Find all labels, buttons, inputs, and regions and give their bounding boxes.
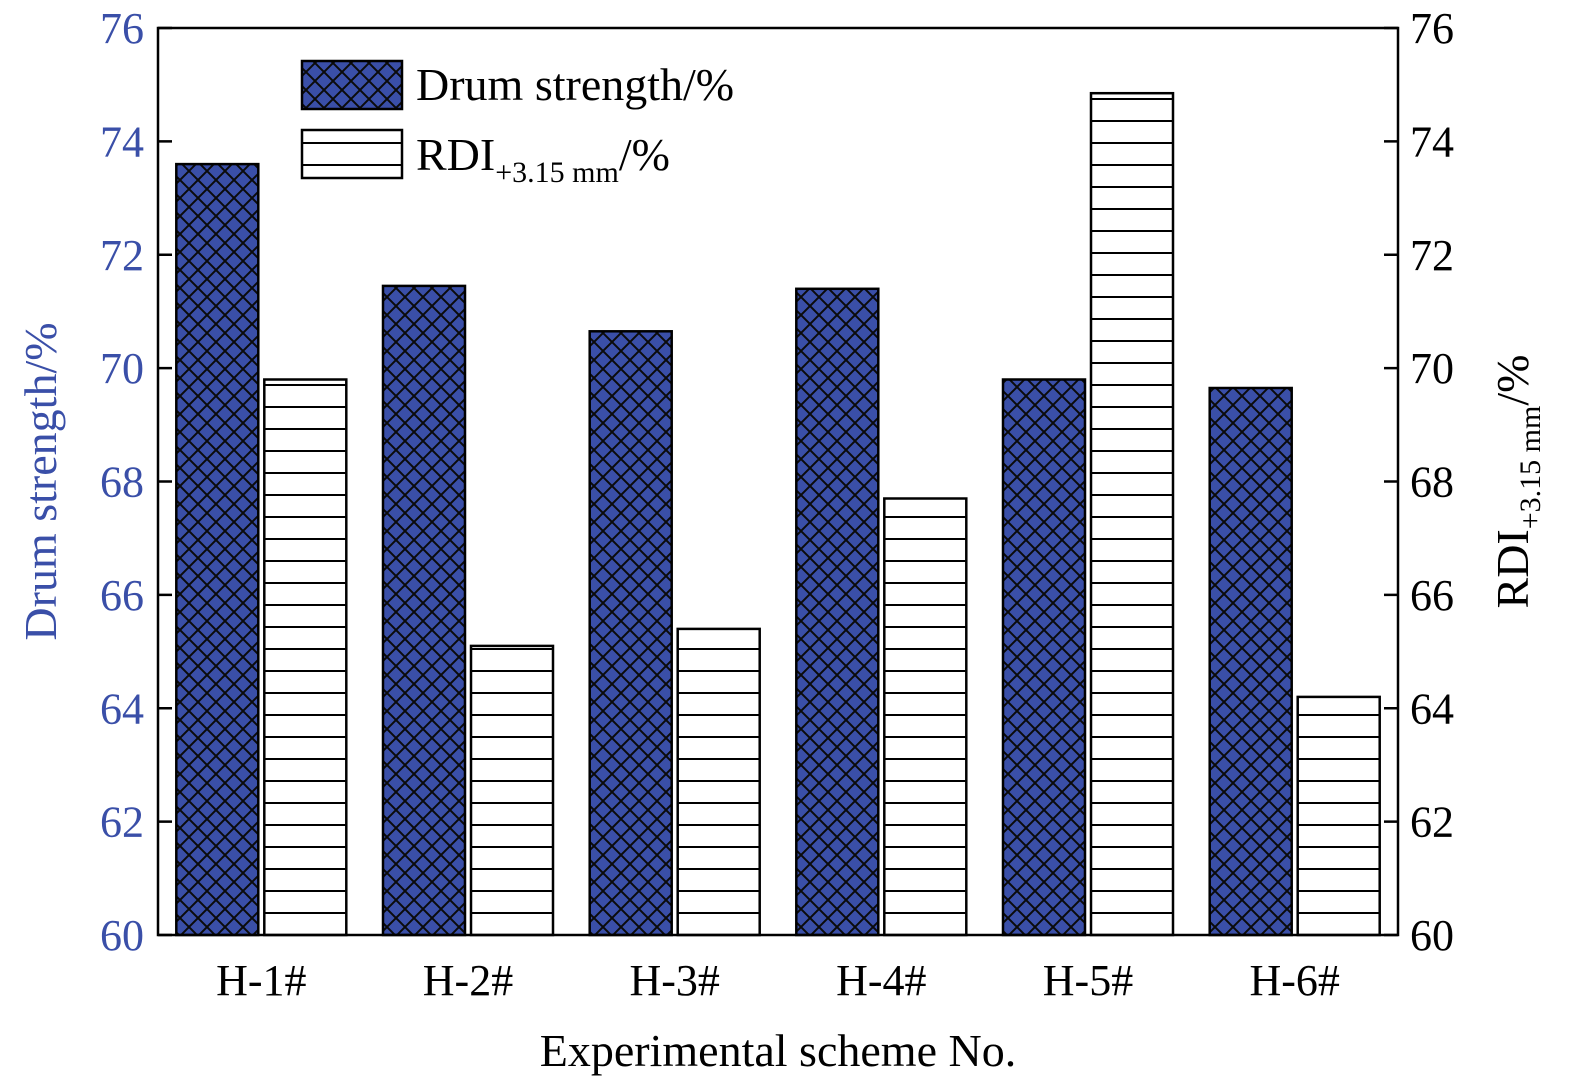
drum-strength-bar-H-3 (588, 330, 673, 937)
rdi-bar-H-1 (263, 378, 348, 937)
legend: Drum strength/% RDI+3.15 mm/% (300, 59, 734, 189)
x-axis-title: Experimental scheme No. (540, 1025, 1016, 1076)
x-tick-label: H-2# (423, 956, 513, 1005)
x-tick-label: H-5# (1043, 956, 1133, 1005)
left-y-tick-label: 64 (100, 684, 144, 733)
left-y-axis-title: Drum strength/% (15, 322, 66, 640)
x-tick-label: H-1# (216, 956, 306, 1005)
legend-label-drum-strength: Drum strength/% (416, 59, 734, 110)
right-y-tick-label: 74 (1410, 117, 1454, 166)
legend-label-rdi-subscript: +3.15 mm (495, 156, 619, 189)
right-y-axis-title-main: RDI (1487, 529, 1538, 608)
left-y-tick-label: 62 (100, 798, 144, 847)
right-y-axis-title-suffix: /% (1487, 355, 1538, 406)
left-y-tick-label: 70 (100, 344, 144, 393)
left-y-tick-label: 68 (100, 458, 144, 507)
right-y-axis-title-subscript: +3.15 mm (1514, 406, 1547, 530)
legend-label-rdi-main: RDI (416, 129, 495, 180)
right-y-tick-label: 64 (1410, 684, 1454, 733)
left-y-tick-label: 66 (100, 571, 144, 620)
drum-strength-bar-H-5 (1001, 378, 1087, 937)
left-y-tick-label: 72 (100, 231, 144, 280)
x-tick-label: H-3# (629, 956, 719, 1005)
legend-swatch-rdi (300, 128, 404, 180)
left-y-tick-label: 74 (100, 117, 144, 166)
rdi-bar-H-4 (883, 497, 968, 937)
rdi-bar-H-3 (676, 627, 761, 937)
drum-strength-bar-H-2 (381, 284, 467, 937)
left-y-tick-label: 76 (100, 4, 144, 53)
ticks-layer: 60 62 64 66 68 70 72 74 76 60 62 64 66 68 70 72 74 76 H-1#… (100, 4, 1454, 1005)
legend-label-rdi-suffix: /% (619, 129, 670, 180)
rdi-bar-H-5 (1089, 91, 1175, 937)
rdi-bar-H-2 (469, 644, 555, 937)
right-y-tick-label: 66 (1410, 571, 1454, 620)
right-y-tick-label: 72 (1410, 231, 1454, 280)
x-tick-label: H-6# (1249, 956, 1339, 1005)
right-y-tick-label: 70 (1410, 344, 1454, 393)
right-y-tick-label: 68 (1410, 458, 1454, 507)
left-y-tick-label: 60 (100, 911, 144, 960)
bars-layer (175, 91, 1381, 937)
drum-strength-bar-H-4 (795, 287, 880, 937)
legend-swatch-drum-strength (300, 59, 404, 111)
right-y-axis-title: RDI+3.15 mm/% (1487, 355, 1547, 609)
x-tick-label: H-4# (836, 956, 926, 1005)
right-y-tick-label: 76 (1410, 4, 1454, 53)
legend-label-rdi: RDI+3.15 mm/% (416, 129, 670, 189)
right-y-tick-label: 62 (1410, 798, 1454, 847)
right-y-tick-label: 60 (1410, 911, 1454, 960)
drum-strength-bar-H-1 (175, 162, 260, 937)
drum-strength-bar-H-6 (1208, 386, 1293, 937)
rdi-bar-H-6 (1296, 695, 1381, 937)
